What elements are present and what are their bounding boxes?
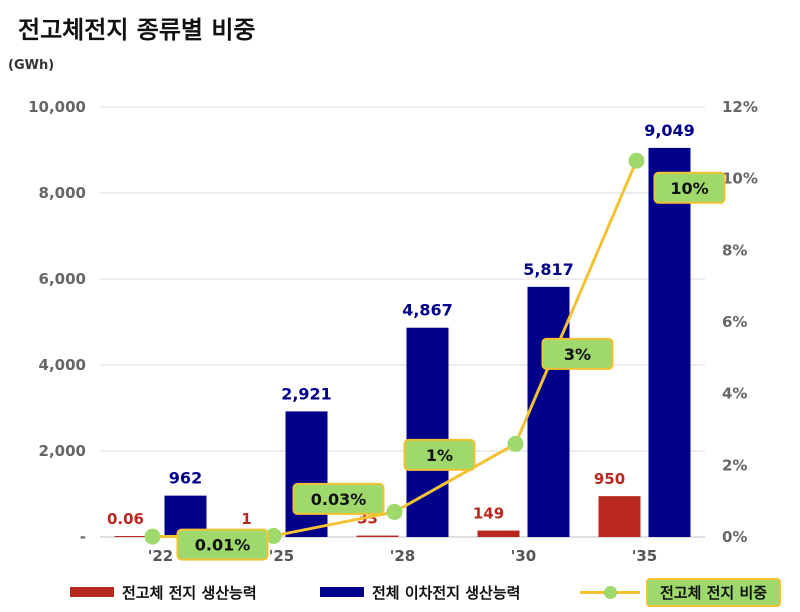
y-left-tick-label: 4,000 [39, 356, 86, 374]
bar-label-total: 5,817 [523, 260, 574, 279]
share-point [507, 435, 524, 452]
share-label: 0.03% [311, 490, 367, 509]
share-label-box [176, 528, 269, 561]
y-right-tick-label: 6% [722, 313, 747, 331]
legend-label-total: 전체 이차전지 생산능력 [372, 583, 521, 602]
bar-label-total: 962 [169, 469, 202, 488]
x-axis: '22 '25 '28 '30 '35 [148, 547, 657, 565]
x-tick-label: '25 [269, 547, 294, 565]
x-tick-label: '28 [390, 547, 415, 565]
bar-solid-state [114, 536, 157, 537]
bar-solid-state [477, 530, 520, 537]
share-label-box [292, 482, 385, 515]
legend-item-total: 전체 이차전지 생산능력 [320, 578, 520, 606]
legend-swatch-share [580, 578, 640, 606]
legend-swatch-solid-state [70, 587, 114, 597]
y-left-tick-label: 6,000 [39, 270, 86, 288]
bar-label-solid-state: 149 [473, 505, 504, 523]
bar-solid-state [356, 535, 399, 537]
legend-item-solid-state: 전고체 전지 생산능력 [70, 578, 257, 606]
bar-label-solid-state: 950 [594, 470, 625, 488]
bar-solid-state [598, 496, 641, 537]
legend-label-solid-state: 전고체 전지 생산능력 [122, 583, 257, 602]
share-label: 3% [564, 345, 591, 364]
y-left-tick-label: 2,000 [39, 442, 86, 460]
y-axis-unit: (GWh) [8, 58, 55, 73]
share-point [144, 528, 161, 545]
bar-label-total: 9,049 [644, 121, 695, 140]
y-right-tick-label: 12% [722, 98, 758, 116]
legend-swatch-total [320, 587, 364, 597]
y-left-tick-label: - [80, 528, 86, 546]
share-label-box [541, 337, 614, 370]
share-label: 0.01% [195, 536, 251, 555]
right-axis: 0% 2% 4% 6% 8% 10% 12% [722, 98, 758, 546]
share-point [386, 503, 403, 520]
y-right-tick-label: 4% [722, 385, 747, 403]
y-right-tick-label: 2% [722, 456, 747, 474]
x-tick-label: '22 [148, 547, 173, 565]
share-point [628, 152, 645, 169]
share-label-box [653, 171, 726, 204]
share-label-box [403, 438, 476, 471]
left-axis: - 2,000 4,000 6,000 8,000 10,000 [28, 98, 86, 546]
bar-label-total: 4,867 [402, 301, 453, 320]
y-right-tick-label: 8% [722, 241, 747, 259]
bar-total [527, 286, 570, 537]
chart-title: 전고체전지 종류별 비중 [18, 16, 256, 44]
share-label: 1% [426, 446, 453, 465]
bar-total [285, 411, 328, 537]
legend-label-share: 전고체 전지 비중 [646, 577, 782, 607]
bar-label-solid-state: 1 [241, 510, 251, 528]
y-left-tick-label: 8,000 [39, 184, 86, 202]
bar-total [648, 147, 691, 537]
share-label: 10% [670, 179, 708, 198]
y-right-tick-label: 0% [722, 528, 747, 546]
y-right-tick-label: 10% [722, 170, 758, 188]
share-line-layer: 0.01% 0.03% 1% 3% 10% [144, 152, 726, 561]
bar-total [406, 327, 449, 537]
x-tick-label: '30 [511, 547, 536, 565]
bar-label-total: 2,921 [281, 384, 332, 403]
bar-label-solid-state: 0.06 [107, 510, 144, 528]
x-tick-label: '35 [632, 547, 657, 565]
legend: 전고체 전지 생산능력 전체 이차전지 생산능력 전고체 전지 비중 [70, 577, 790, 607]
y-left-tick-label: 10,000 [28, 98, 86, 116]
legend-item-share: 전고체 전지 비중 [580, 577, 782, 607]
share-point [265, 527, 282, 544]
